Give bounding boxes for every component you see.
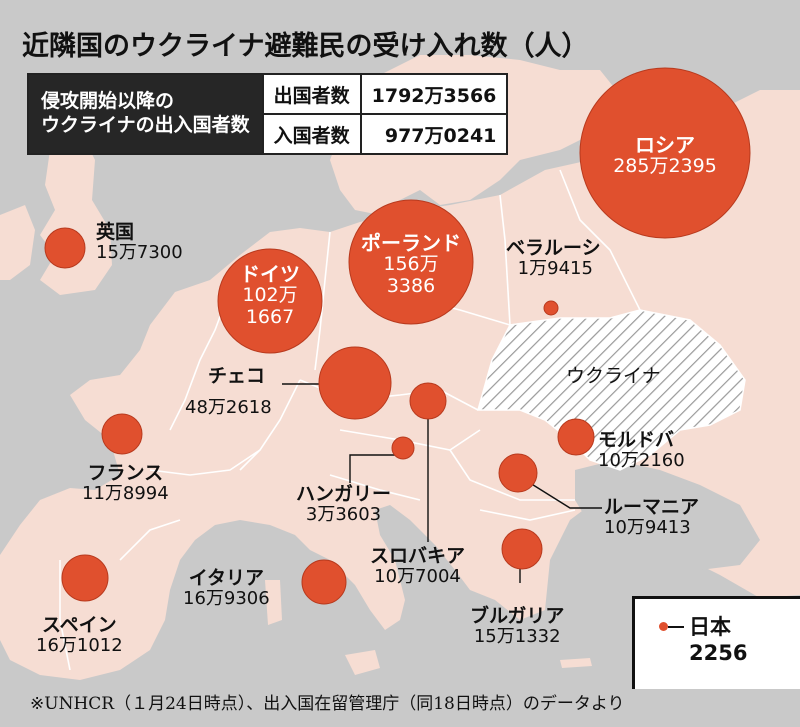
label-uk: 英国 15万7300 — [96, 221, 183, 264]
value-france: 11万8994 — [82, 483, 169, 505]
value-germany-line2: 1667 — [245, 305, 295, 328]
ukraine-name: ウクライナ — [566, 365, 661, 387]
circle-bulgaria — [501, 528, 543, 570]
totals-header: 侵攻開始以降の ウクライナの出入国者数 — [27, 73, 264, 155]
label-slovakia: スロバキア 10万7004 — [370, 545, 466, 588]
value-russia: 285万2395 — [613, 155, 717, 178]
value-germany-line1: 102万 — [242, 284, 298, 307]
circle-russia — [579, 67, 751, 239]
name-poland: ポーランド — [361, 231, 461, 255]
value-belarus: 1万9415 — [517, 258, 593, 280]
circle-slovakia — [409, 382, 447, 420]
label-france: フランス 11万8994 — [82, 462, 169, 505]
totals-table: 侵攻開始以降の ウクライナの出入国者数 出国者数 1792万3566 入国者数 … — [27, 73, 509, 155]
circle-spain — [61, 554, 109, 602]
circle-belarus — [543, 300, 559, 316]
value-hungary: 3万3603 — [305, 504, 382, 526]
label-hungary: ハンガリー 3万3603 — [296, 483, 392, 526]
name-belarus: ベラルーシ — [506, 237, 601, 259]
japan-legend: 日本 2256 — [632, 596, 800, 689]
value-romania: 10万9413 — [604, 517, 691, 539]
label-poland: ポーランド 156万 3386 — [361, 232, 461, 297]
label-moldova: モルドバ 10万2160 — [598, 429, 685, 472]
value-poland-line2: 3386 — [386, 274, 436, 297]
name-uk: 英国 — [96, 221, 135, 243]
circle-hungary — [391, 436, 415, 460]
name-czech: チェコ — [208, 365, 266, 387]
name-spain: スペイン — [42, 614, 117, 636]
circle-poland — [348, 199, 474, 325]
circle-france — [101, 413, 143, 455]
name-moldova: モルドバ — [598, 429, 675, 451]
name-germany: ドイツ — [240, 262, 300, 286]
label-bulgaria: ブルガリア 15万1332 — [470, 605, 565, 648]
value-spain: 16万1012 — [36, 635, 123, 657]
land-aegean-islands — [560, 658, 592, 668]
circle-moldova — [557, 418, 595, 456]
value-uk: 15万7300 — [96, 242, 183, 264]
label-romania: ルーマニア 10万9413 — [604, 496, 700, 539]
name-italy: イタリア — [188, 567, 264, 589]
japan-value: 2256 — [689, 641, 748, 665]
circle-romania — [498, 453, 538, 493]
label-russia: ロシア 285万2395 — [613, 134, 717, 178]
totals-header-line1: 侵攻開始以降の — [41, 90, 175, 113]
land-sardinia — [265, 580, 282, 625]
circle-uk — [44, 227, 86, 269]
circle-germany — [217, 248, 323, 354]
land-ireland — [0, 205, 35, 280]
land-continent — [0, 90, 800, 680]
connector-hungary — [349, 454, 398, 483]
label-ukraine: ウクライナ — [566, 365, 661, 387]
value-bulgaria: 15万1332 — [473, 626, 561, 648]
circle-italy — [301, 559, 347, 605]
japan-connector — [668, 626, 684, 628]
source-note: ※UNHCR（１月24日時点）、出入国在留管理庁（同18日時点）のデータより — [30, 694, 625, 714]
refugee-circles — [44, 67, 751, 605]
japan-dot-icon — [659, 622, 668, 631]
label-czech: チェコ — [208, 365, 266, 387]
land-sicily — [345, 650, 380, 675]
totals-header-line2: ウクライナの出入国者数 — [41, 114, 250, 136]
value-italy: 16万9306 — [183, 588, 270, 610]
name-russia: ロシア — [635, 133, 695, 157]
arrivals-value: 977万0241 — [359, 113, 509, 155]
departures-value: 1792万3566 — [359, 73, 509, 115]
label-germany: ドイツ 102万 1667 — [240, 263, 300, 328]
chart-title: 近隣国のウクライナ避難民の受け入れ数（人） — [22, 31, 589, 62]
name-hungary: ハンガリー — [296, 483, 392, 505]
label-spain: スペイン 16万1012 — [36, 614, 123, 657]
label-belarus: ベラルーシ 1万9415 — [506, 237, 601, 280]
value-slovakia: 10万7004 — [374, 566, 461, 588]
value-poland-line1: 156万 — [383, 253, 439, 276]
name-romania: ルーマニア — [604, 496, 700, 518]
black-sea — [575, 460, 760, 570]
arrivals-label: 入国者数 — [261, 113, 362, 155]
name-france: フランス — [87, 462, 164, 484]
departures-label: 出国者数 — [261, 73, 362, 115]
value-moldova: 10万2160 — [598, 450, 685, 472]
japan-name: 日本 — [689, 615, 731, 639]
name-bulgaria: ブルガリア — [470, 605, 565, 627]
connector-romania — [521, 477, 602, 509]
label-czech-value: 48万2618 — [185, 397, 272, 418]
name-slovakia: スロバキア — [370, 545, 466, 567]
label-italy: イタリア 16万9306 — [183, 567, 270, 610]
value-czech: 48万2618 — [185, 397, 272, 418]
circle-czech — [318, 346, 392, 420]
